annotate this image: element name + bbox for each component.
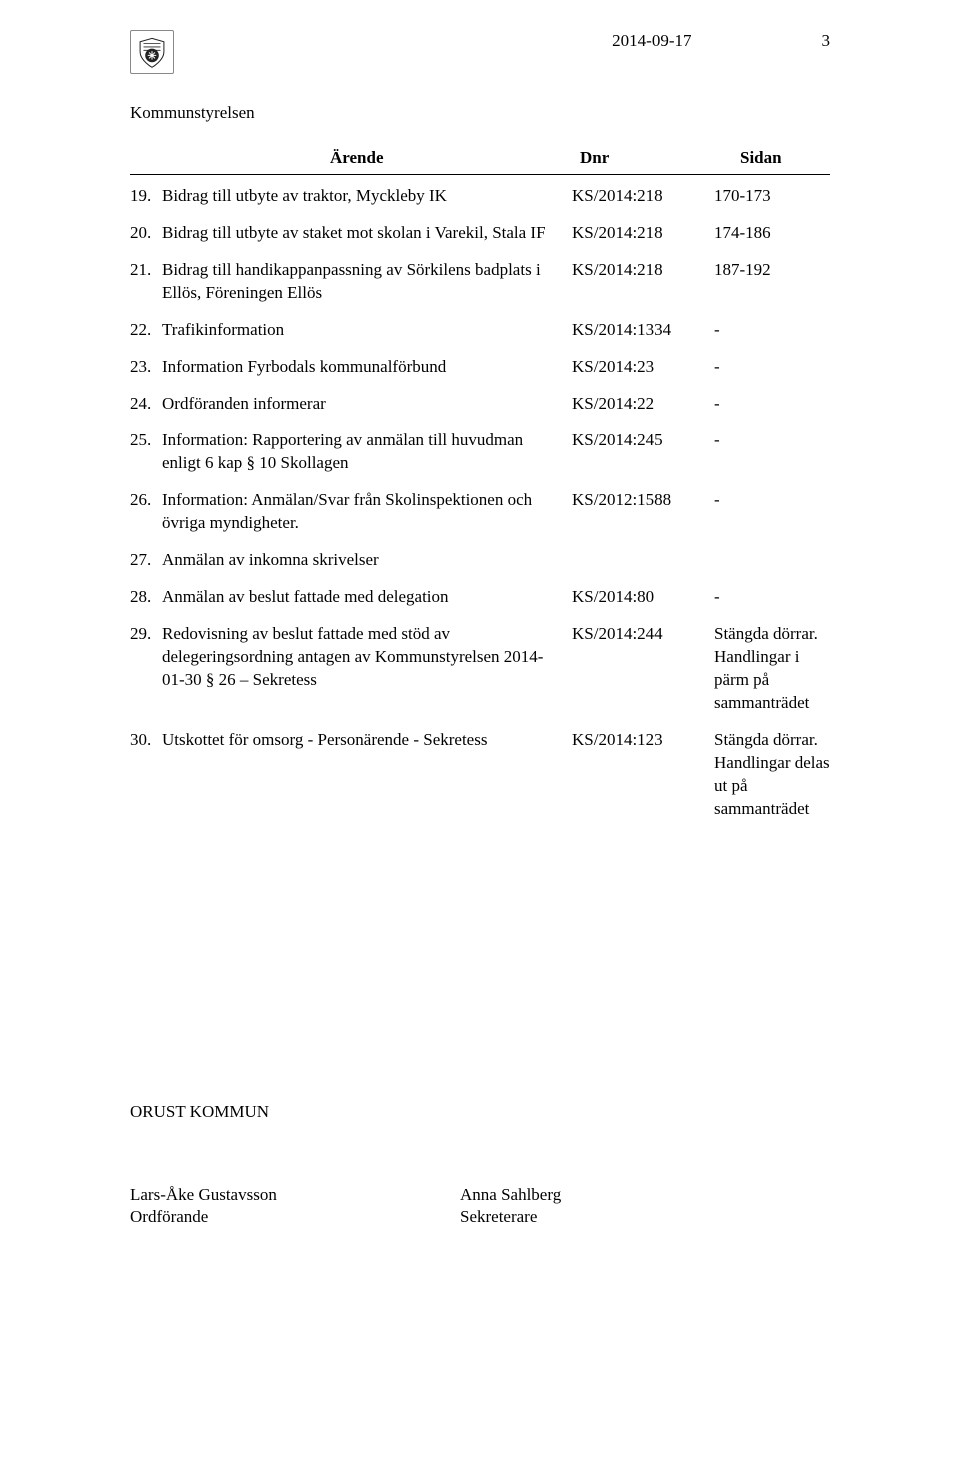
row-number: 27. — [130, 549, 162, 572]
row-desc: Bidrag till handikappanpassning av Sörki… — [162, 259, 572, 305]
municipal-crest-icon — [130, 30, 174, 74]
agenda-row: 29. Redovisning av beslut fattade med st… — [130, 623, 830, 715]
page-header: 2014-09-17 3 — [130, 30, 830, 74]
row-number: 28. — [130, 586, 162, 609]
row-dnr: KS/2014:218 — [572, 185, 714, 208]
row-sidan: 170-173 — [714, 185, 830, 208]
row-sidan: - — [714, 393, 830, 416]
row-sidan: - — [714, 356, 830, 379]
row-number: 25. — [130, 429, 162, 475]
column-headers: Ärende Dnr Sidan — [330, 147, 830, 170]
row-dnr: KS/2014:1334 — [572, 319, 714, 342]
row-dnr: KS/2014:80 — [572, 586, 714, 609]
signature-right: Anna Sahlberg Sekreterare — [460, 1184, 561, 1230]
row-dnr: KS/2014:245 — [572, 429, 714, 475]
agenda-row: 26. Information: Anmälan/Svar från Skoli… — [130, 489, 830, 535]
row-sidan: - — [714, 319, 830, 342]
row-dnr: KS/2014:218 — [572, 222, 714, 245]
agenda-row: 20. Bidrag till utbyte av staket mot sko… — [130, 222, 830, 245]
agenda-row: 30. Utskottet för omsorg - Personärende … — [130, 729, 830, 821]
row-sidan: 187-192 — [714, 259, 830, 305]
document-page: 2014-09-17 3 Kommunstyrelsen Ärende Dnr … — [70, 0, 890, 1269]
row-desc: Information: Anmälan/Svar från Skolinspe… — [162, 489, 572, 535]
row-number: 21. — [130, 259, 162, 305]
col-sidan: Sidan — [740, 147, 782, 170]
row-sidan: Stängda dörrar. Handlingar delas ut på s… — [714, 729, 830, 821]
row-number: 19. — [130, 185, 162, 208]
sig-left-name: Lars-Åke Gustavsson — [130, 1184, 460, 1207]
row-desc: Information: Rapportering av anmälan til… — [162, 429, 572, 475]
row-number: 29. — [130, 623, 162, 715]
agenda-row: 25. Information: Rapportering av anmälan… — [130, 429, 830, 475]
row-sidan: - — [714, 429, 830, 475]
row-sidan: - — [714, 489, 830, 535]
row-dnr: KS/2014:218 — [572, 259, 714, 305]
row-number: 23. — [130, 356, 162, 379]
header-meta: 2014-09-17 3 — [612, 30, 830, 53]
row-sidan — [714, 549, 830, 572]
row-desc: Anmälan av beslut fattade med delegation — [162, 586, 572, 609]
row-desc: Utskottet för omsorg - Personärende - Se… — [162, 729, 572, 821]
agenda-row: 28. Anmälan av beslut fattade med delega… — [130, 586, 830, 609]
row-dnr: KS/2014:22 — [572, 393, 714, 416]
agenda-rows: 19. Bidrag till utbyte av traktor, Myckl… — [130, 185, 830, 821]
committee-name: Kommunstyrelsen — [130, 102, 830, 125]
row-desc: Ordföranden informerar — [162, 393, 572, 416]
row-number: 26. — [130, 489, 162, 535]
sig-right-name: Anna Sahlberg — [460, 1184, 561, 1207]
row-sidan: 174-186 — [714, 222, 830, 245]
row-number: 22. — [130, 319, 162, 342]
header-page-number: 3 — [822, 30, 831, 53]
header-divider — [130, 174, 830, 175]
row-dnr: KS/2012:1588 — [572, 489, 714, 535]
row-number: 20. — [130, 222, 162, 245]
sig-left-role: Ordförande — [130, 1206, 460, 1229]
signature-left: Lars-Åke Gustavsson Ordförande — [130, 1184, 460, 1230]
row-dnr: KS/2014:123 — [572, 729, 714, 821]
row-number: 24. — [130, 393, 162, 416]
row-desc: Bidrag till utbyte av traktor, Myckleby … — [162, 185, 572, 208]
row-desc: Bidrag till utbyte av staket mot skolan … — [162, 222, 572, 245]
row-dnr: KS/2014:244 — [572, 623, 714, 715]
agenda-row: 23. Information Fyrbodals kommunalförbun… — [130, 356, 830, 379]
row-dnr — [572, 549, 714, 572]
row-desc: Information Fyrbodals kommunalförbund — [162, 356, 572, 379]
sig-right-role: Sekreterare — [460, 1206, 561, 1229]
agenda-row: 27. Anmälan av inkomna skrivelser — [130, 549, 830, 572]
agenda-row: 21. Bidrag till handikappanpassning av S… — [130, 259, 830, 305]
agenda-row: 19. Bidrag till utbyte av traktor, Myckl… — [130, 185, 830, 208]
row-desc: Trafikinformation — [162, 319, 572, 342]
footer-org: ORUST KOMMUN — [130, 1101, 830, 1124]
header-date: 2014-09-17 — [612, 30, 691, 53]
agenda-row: 22. Trafikinformation KS/2014:1334 - — [130, 319, 830, 342]
row-dnr: KS/2014:23 — [572, 356, 714, 379]
row-number: 30. — [130, 729, 162, 821]
row-desc: Redovisning av beslut fattade med stöd a… — [162, 623, 572, 715]
col-arende: Ärende — [330, 147, 580, 170]
signature-block: Lars-Åke Gustavsson Ordförande Anna Sahl… — [130, 1184, 830, 1230]
col-dnr: Dnr — [580, 147, 740, 170]
agenda-row: 24. Ordföranden informerar KS/2014:22 - — [130, 393, 830, 416]
row-desc: Anmälan av inkomna skrivelser — [162, 549, 572, 572]
row-sidan: Stängda dörrar. Handlingar i pärm på sam… — [714, 623, 830, 715]
row-sidan: - — [714, 586, 830, 609]
